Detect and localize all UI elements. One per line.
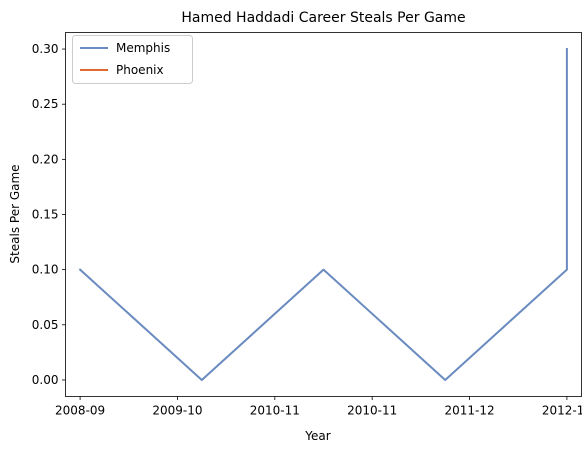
x-axis-title: Year bbox=[304, 429, 330, 443]
x-tick-label: 2009-10 bbox=[152, 404, 202, 418]
legend: Memphis Phoenix bbox=[72, 35, 193, 84]
x-tick-label: 2010-11 bbox=[250, 404, 300, 418]
y-tick-label: 0.05 bbox=[32, 318, 59, 332]
y-tick-label: 0.15 bbox=[32, 208, 59, 222]
x-axis: 2008-09 2009-10 2010-11 2010-11 2011-12 2012-… bbox=[55, 396, 582, 418]
legend-label-phoenix: Phoenix bbox=[116, 63, 164, 77]
y-tick-label: 0.30 bbox=[32, 42, 59, 56]
x-tick-label: 2008-09 bbox=[55, 404, 105, 418]
x-tick-label: 2012-13 bbox=[542, 404, 582, 418]
y-tick-label: 0.20 bbox=[32, 152, 59, 166]
legend-label-memphis: Memphis bbox=[116, 41, 170, 55]
series-line-memphis bbox=[78, 48, 568, 381]
y-axis: 0.00 0.05 0.10 0.15 0.20 0.25 0.30 bbox=[32, 42, 66, 387]
x-tick-label: 2010-11 bbox=[347, 404, 397, 418]
plot-frame bbox=[65, 32, 582, 397]
plot-area bbox=[78, 48, 568, 381]
y-tick-label: 0.25 bbox=[32, 97, 59, 111]
y-tick-label: 0.00 bbox=[32, 373, 59, 387]
chart-title: Hamed Haddadi Career Steals Per Game bbox=[181, 10, 465, 26]
y-axis-title: Steals Per Game bbox=[8, 164, 22, 263]
x-tick-label: 2011-12 bbox=[444, 404, 494, 418]
y-tick-label: 0.10 bbox=[32, 263, 59, 277]
